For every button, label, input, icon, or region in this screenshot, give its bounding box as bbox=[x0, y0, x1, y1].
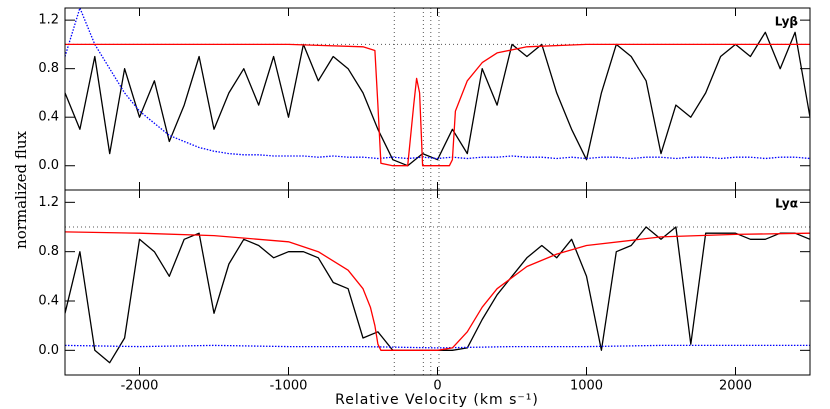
series-line bbox=[65, 31, 810, 167]
y-tick-label: 0.0 bbox=[38, 158, 59, 173]
x-axis-label: Relative Velocity (km s⁻¹) bbox=[335, 392, 539, 408]
y-tick-label: 1.2 bbox=[38, 195, 59, 210]
y-tick-label: 0.8 bbox=[38, 61, 59, 76]
plot-area bbox=[65, 8, 810, 190]
line-annotation: Lyβ bbox=[775, 15, 799, 29]
x-tick-label: -1000 bbox=[270, 379, 308, 394]
x-tick-label: 1000 bbox=[570, 379, 603, 394]
series-line bbox=[65, 8, 810, 160]
series-line bbox=[65, 231, 810, 351]
panel-frame bbox=[64, 7, 811, 191]
y-tick-label: 0.4 bbox=[38, 110, 59, 125]
x-tick-label: 2000 bbox=[719, 379, 752, 394]
line-annotation: Lyα bbox=[775, 197, 798, 211]
y-tick-label: 0.0 bbox=[38, 343, 59, 358]
y-axis-label: normalized flux bbox=[12, 131, 30, 249]
x-tick-label: 0 bbox=[433, 379, 441, 394]
y-tick-label: 0.8 bbox=[38, 244, 59, 259]
series-line bbox=[65, 43, 810, 167]
plot-area bbox=[65, 190, 810, 375]
series-line bbox=[65, 344, 810, 349]
y-tick-label: 1.2 bbox=[38, 13, 59, 28]
x-tick-label: -2000 bbox=[121, 379, 159, 394]
y-tick-label: 0.4 bbox=[38, 294, 59, 309]
series-line bbox=[65, 226, 810, 364]
